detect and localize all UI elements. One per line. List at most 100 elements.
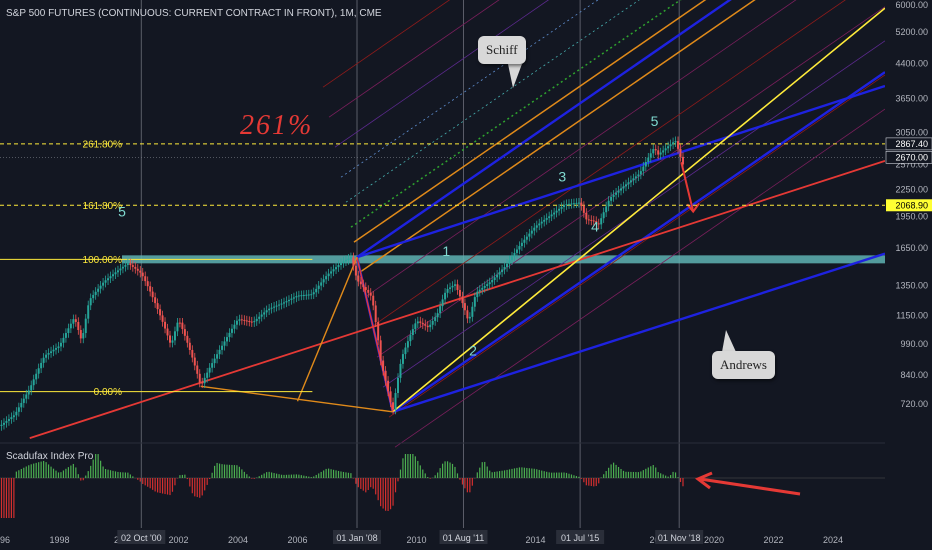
candle-body: [149, 286, 152, 292]
candle-body: [634, 176, 637, 179]
candle-body: [401, 354, 404, 364]
candle-body: [416, 321, 419, 324]
candle-body: [654, 149, 657, 151]
candle-body: [131, 265, 134, 267]
candle-body: [265, 310, 268, 313]
candle-body: [669, 144, 672, 147]
candle-body: [0, 424, 3, 426]
date-label-text: 02 Oct '00: [121, 533, 162, 543]
candle-body: [649, 153, 652, 158]
candle-body: [295, 296, 298, 298]
pitchfork-parallel-line: [364, 0, 797, 298]
candle-body: [27, 390, 30, 395]
pitchfork-parallel-line: [340, 0, 599, 178]
candle-body: [548, 216, 551, 219]
candle-body: [121, 266, 124, 269]
candle-body: [176, 322, 179, 332]
candle-body: [238, 319, 241, 321]
callout-schiff[interactable]: Schiff: [478, 36, 526, 64]
candle-body: [483, 285, 486, 288]
year-tick-label: 2002: [168, 535, 188, 545]
candle-body: [260, 314, 263, 317]
candle-body: [674, 141, 677, 143]
candle-body: [533, 227, 536, 231]
candle-body: [501, 269, 504, 273]
candle-body: [40, 362, 43, 369]
candle-body: [639, 171, 642, 175]
candle-body: [530, 230, 533, 234]
candle-body: [520, 242, 523, 247]
date-label-bg: [655, 530, 704, 544]
price-tick-label: 3050.00: [895, 127, 928, 137]
candle-body: [52, 349, 55, 352]
candle-body: [585, 212, 588, 220]
pitchfork-parallel-line: [394, 108, 886, 448]
candle-body: [159, 309, 162, 316]
andrews-lower-line: [392, 252, 886, 413]
candle-body: [72, 319, 75, 324]
orange-base-line: [200, 385, 393, 413]
candle-body: [406, 341, 409, 348]
candle-body: [518, 246, 521, 250]
candle-body: [471, 306, 474, 317]
indicator-title: Scadufax Index Pro: [6, 451, 94, 462]
candle-body: [226, 337, 229, 342]
candle-body: [677, 141, 680, 149]
candle-body: [183, 329, 186, 336]
candle-body: [662, 150, 665, 153]
candle-body: [146, 281, 149, 287]
candle-body: [169, 335, 172, 343]
grid-layer: [0, 0, 885, 528]
pitchfork-parallel-line: [328, 0, 500, 118]
candle-body: [590, 219, 593, 221]
candle-body: [515, 249, 518, 253]
price-label-tag: [886, 199, 932, 212]
pitchfork-parallel-line: [334, 0, 550, 148]
callout-andrews[interactable]: Andrews: [712, 351, 775, 379]
candle-body: [453, 284, 456, 286]
candle-body: [87, 305, 90, 319]
price-tick-label: 3650.00: [895, 93, 928, 103]
candle-body: [330, 271, 333, 274]
candle-body: [211, 363, 214, 368]
candle-body: [364, 287, 367, 290]
candle-body: [203, 377, 206, 384]
candle-body: [572, 203, 575, 205]
candle-body: [166, 328, 169, 336]
candle-body: [139, 270, 142, 273]
candle-body: [372, 295, 375, 306]
candle-body: [409, 335, 412, 342]
candle-body: [280, 303, 283, 305]
candle-body: [629, 180, 632, 183]
candle-body: [411, 329, 414, 336]
candle-body: [466, 310, 469, 319]
candle-body: [473, 297, 476, 307]
candle-body: [431, 320, 434, 325]
candle-body: [97, 288, 100, 292]
candle-body: [278, 304, 281, 306]
candle-body: [12, 415, 15, 418]
candle-body: [652, 149, 655, 154]
date-label-bg: [556, 530, 605, 544]
candle-body: [233, 324, 236, 329]
wave-label: 4: [591, 218, 599, 234]
candle-body: [624, 184, 627, 187]
candle-body: [84, 318, 87, 334]
candle-body: [387, 380, 390, 392]
candle-body: [575, 202, 578, 204]
candle-body: [444, 292, 447, 300]
candle-body: [221, 345, 224, 350]
candle-body: [508, 260, 511, 264]
candle-body: [82, 333, 85, 339]
candle-body: [339, 262, 342, 266]
projection-arrowhead: [686, 202, 700, 214]
candle-body: [325, 276, 328, 280]
candle-body: [297, 295, 300, 297]
candle-body: [322, 279, 325, 283]
projection-arrow-line: [680, 162, 695, 212]
candle-body: [605, 206, 608, 213]
candle-body: [503, 266, 506, 270]
orange-slant-line: [296, 256, 358, 402]
candle-body: [496, 274, 499, 278]
candle-body: [458, 289, 461, 297]
